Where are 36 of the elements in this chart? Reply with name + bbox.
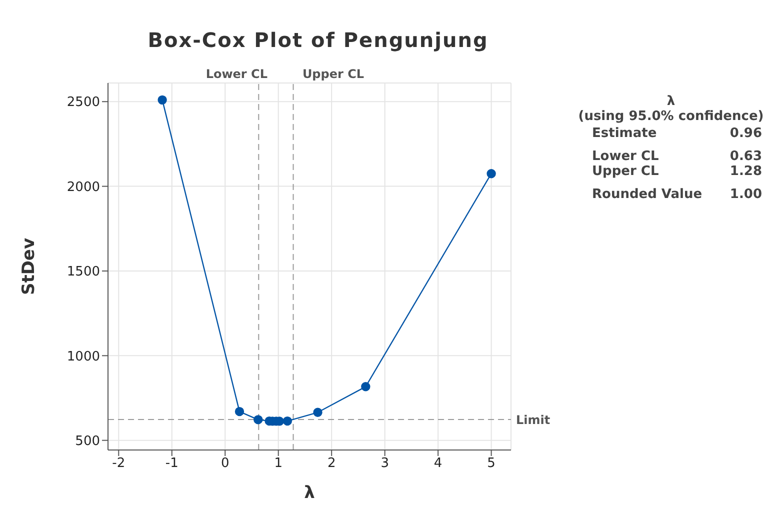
text: (using 95.0% confidence) xyxy=(577,109,765,124)
x-tick-label: 1 xyxy=(274,456,282,472)
y-tick-label: 2000 xyxy=(66,180,100,195)
y-tick-label: 1500 xyxy=(66,264,100,280)
text: Estimate xyxy=(592,126,657,141)
point xyxy=(254,415,263,424)
x-tick-label: 2 xyxy=(327,456,336,472)
text: λ xyxy=(666,94,676,109)
point xyxy=(313,408,322,417)
text: 1.00 xyxy=(730,187,762,202)
x-tick-label: 3 xyxy=(380,456,389,472)
text: 1.28 xyxy=(730,164,762,179)
ref-line-label: Limit xyxy=(516,412,550,427)
x-tick-label: 5 xyxy=(487,456,496,472)
x-tick-label: 4 xyxy=(434,456,442,472)
text: 0.96 xyxy=(730,126,762,141)
point xyxy=(486,169,496,178)
chart-title: Box-Cox Plot of Pengunjung xyxy=(146,28,490,52)
y-tick-label: 2500 xyxy=(66,95,100,110)
x-tick-label: -2 xyxy=(112,456,126,472)
x-axis-title: λ xyxy=(304,483,316,503)
x-tick-label: -1 xyxy=(165,456,178,472)
point xyxy=(234,406,244,416)
point xyxy=(158,95,167,105)
x-tick-label: 0 xyxy=(220,456,230,472)
y-axis-title: StDev xyxy=(19,238,40,296)
text: Lower CL xyxy=(592,149,659,164)
y-tick-label: 1000 xyxy=(66,349,100,364)
ref-line-label: Lower CL xyxy=(206,67,268,81)
point xyxy=(282,416,292,426)
text: Upper CL xyxy=(592,164,659,179)
point xyxy=(361,382,370,392)
y-tick-label: 500 xyxy=(75,434,100,449)
text: Rounded Value xyxy=(592,187,702,202)
text: 0.63 xyxy=(730,149,762,164)
ref-line-label: Upper CL xyxy=(302,67,364,81)
